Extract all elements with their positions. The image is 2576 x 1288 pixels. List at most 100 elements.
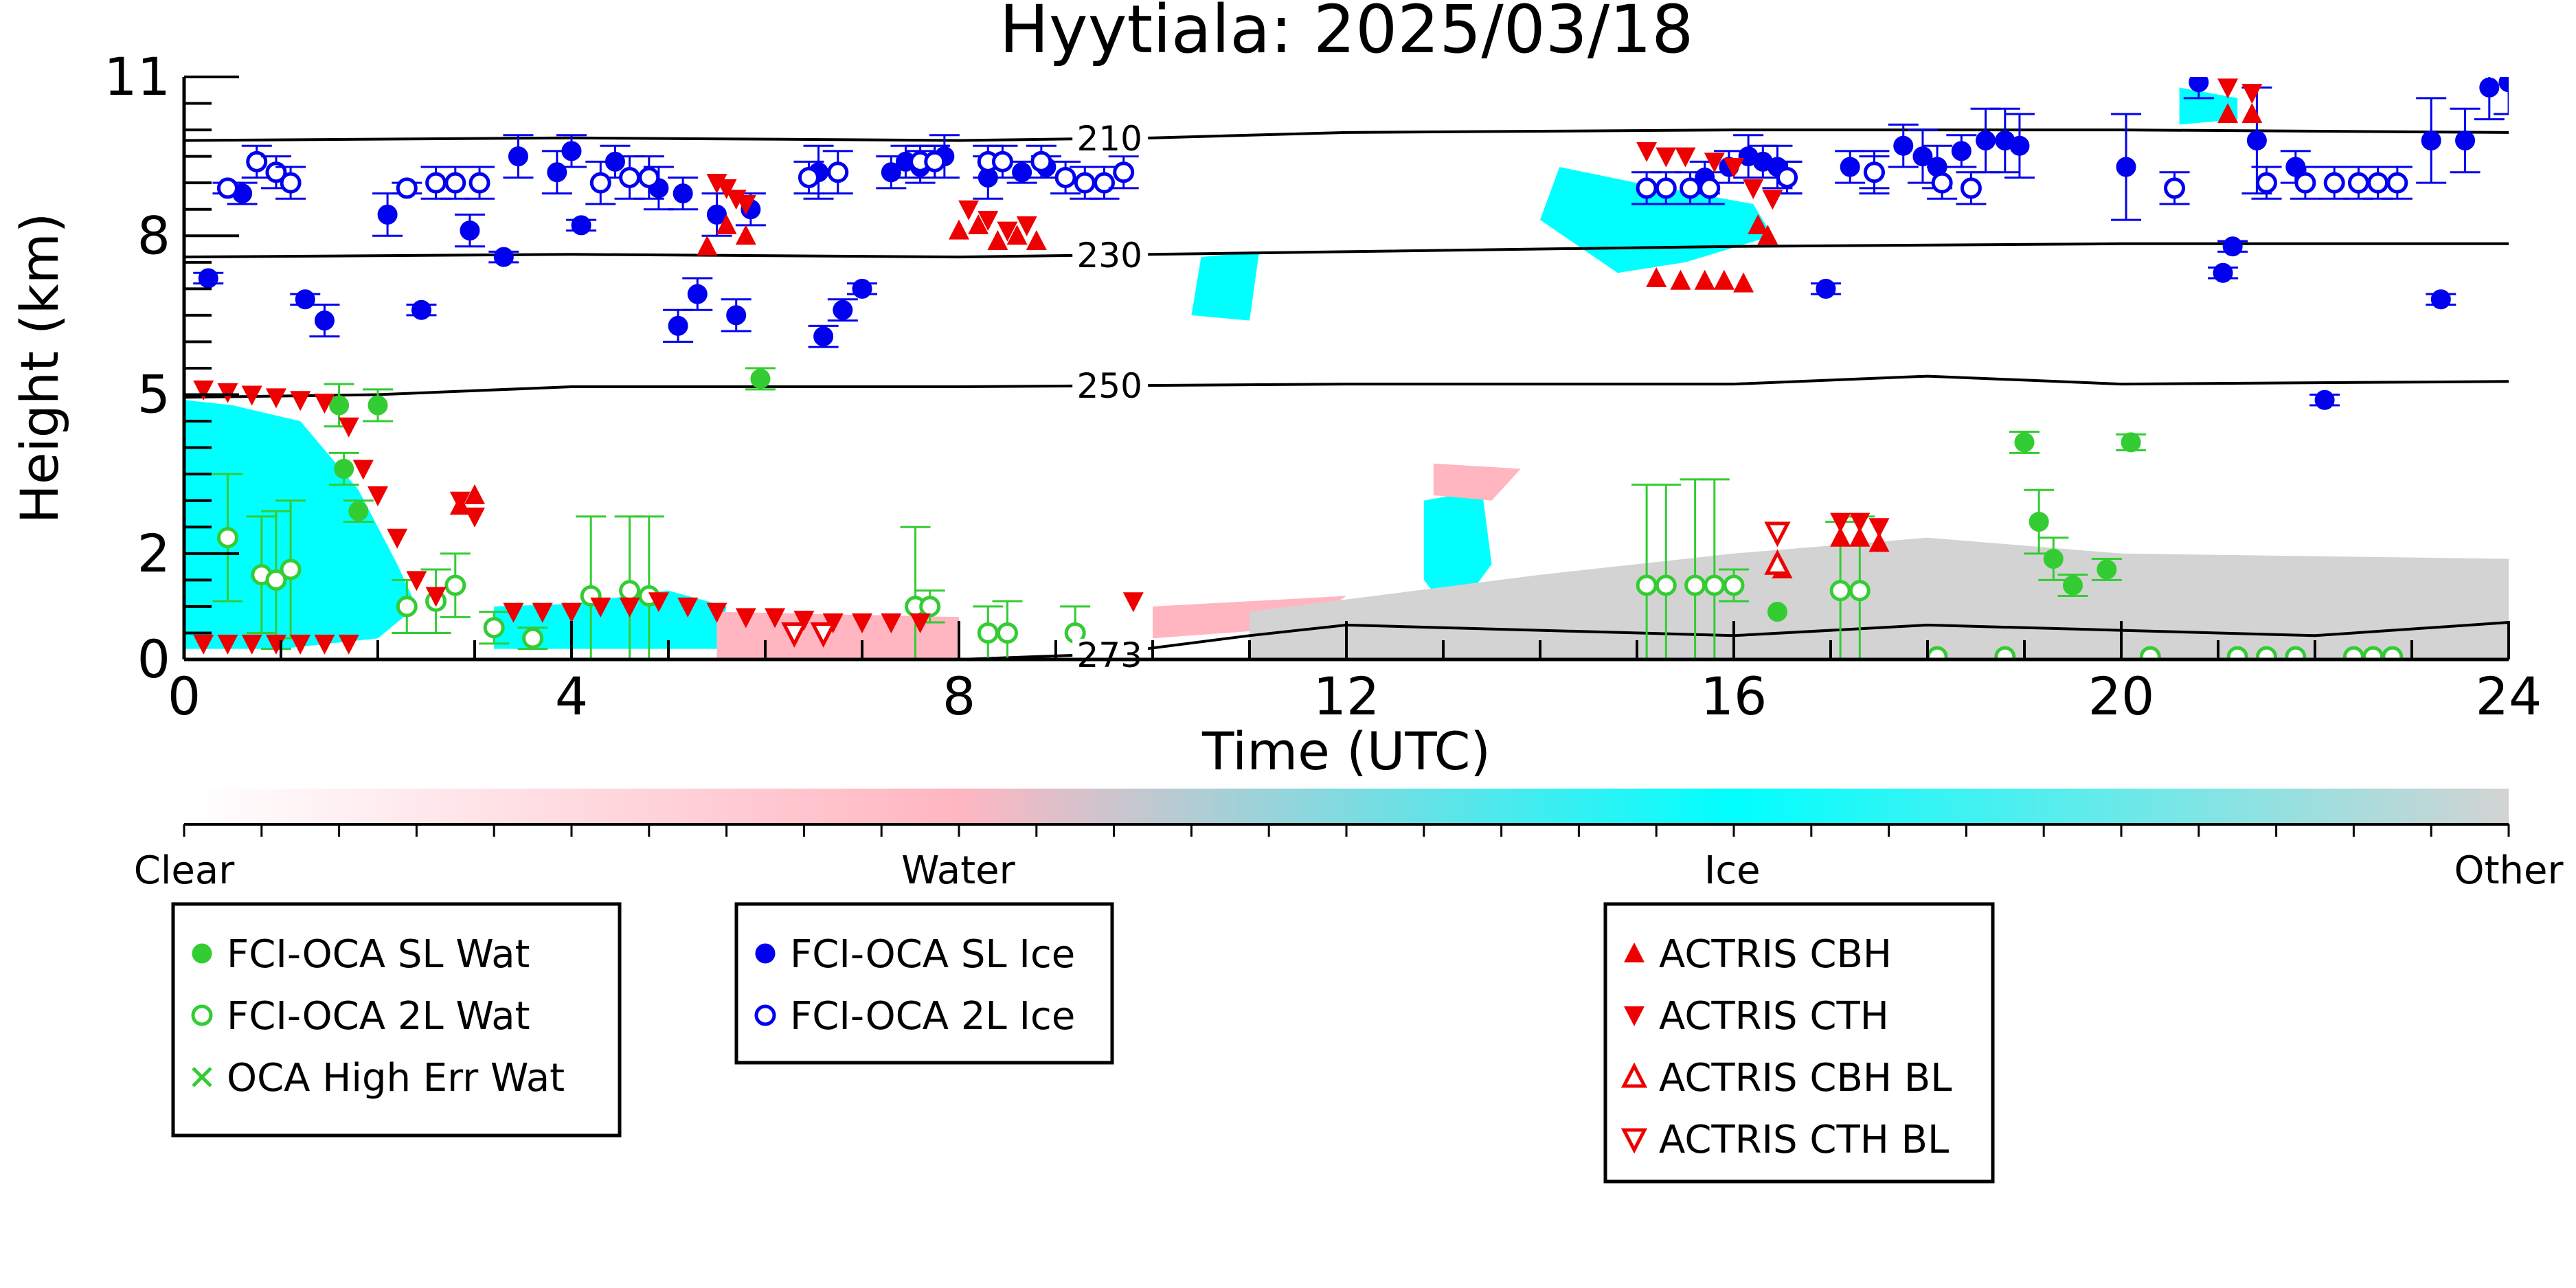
data-point: [1724, 158, 1744, 179]
data-point: [1764, 521, 1791, 547]
legend-frame: [1603, 902, 1995, 1184]
series-actris-cth-bl: [781, 521, 1791, 648]
data-point: [2285, 646, 2307, 659]
data-point: [716, 214, 737, 234]
data-point: [668, 315, 688, 336]
y-tick-label: 5: [137, 364, 170, 425]
data-point: [241, 634, 262, 655]
plot-area: [184, 61, 2576, 659]
data-point: [2479, 77, 2500, 98]
data-point: [532, 602, 553, 623]
data-point: [909, 613, 931, 634]
data-point: [1743, 179, 1764, 199]
data-point: [2043, 549, 2064, 569]
data-point: [619, 597, 640, 618]
data-point: [290, 634, 311, 655]
data-point: [280, 172, 302, 194]
data-point: [810, 622, 837, 648]
data-point: [735, 608, 756, 629]
data-point: [750, 368, 771, 389]
data-point: [334, 458, 354, 479]
data-point: [2347, 172, 2369, 194]
data-point: [2430, 289, 2451, 310]
legend-box-2: FCI-OCA SL Ice FCI-OCA 2L Ice: [734, 902, 1114, 1065]
data-point: [1699, 177, 1721, 199]
legend-item-label: ACTRIS CTH BL: [1659, 1118, 1949, 1162]
data-point: [2294, 172, 2316, 194]
data-point: [216, 177, 238, 199]
data-point: [813, 326, 834, 347]
data-point: [1723, 574, 1745, 596]
legend-marker: [1624, 1006, 1645, 1026]
data-point: [1680, 177, 1702, 199]
y-tick-label: 2: [137, 523, 170, 584]
data-point: [1868, 518, 1890, 539]
colorbar-label-ice: Ice: [1704, 848, 1761, 893]
data-point: [726, 305, 747, 326]
data-point: [958, 200, 980, 221]
data-point: [411, 300, 431, 320]
temperature-contours: [184, 128, 2509, 659]
data-point: [280, 558, 302, 580]
data-point: [968, 214, 989, 234]
colorbar-label-clear: Clear: [134, 848, 235, 893]
data-point: [1830, 526, 1851, 547]
data-point: [1994, 646, 2016, 659]
data-point: [1122, 592, 1144, 613]
data-point: [2386, 172, 2408, 194]
data-point: [1030, 150, 1052, 172]
contour-line-230: [184, 242, 2509, 259]
data-point: [387, 528, 408, 549]
data-point: [638, 166, 660, 188]
data-point: [735, 225, 756, 245]
data-point: [1646, 267, 1667, 287]
data-point: [314, 310, 335, 331]
data-point: [2189, 77, 2209, 93]
contour-label-230: 230: [1076, 236, 1142, 275]
error-bar: [2547, 61, 2576, 104]
series-fci-oca-2l-ice: [212, 144, 2413, 205]
data-point: [1757, 225, 1778, 245]
data-point: [396, 177, 418, 199]
data-point: [1054, 166, 1076, 188]
data-point: [852, 613, 872, 634]
cloud-region-ice: [184, 400, 417, 649]
contour-label-273: 273: [1076, 635, 1142, 675]
data-point: [216, 527, 238, 549]
contour-label-210: 210: [1076, 119, 1142, 159]
data-point: [368, 395, 388, 416]
series-fci-oca-sl-wat: [324, 367, 2147, 622]
data-point: [978, 211, 999, 231]
legend-marker: [1620, 1128, 1648, 1154]
data-point: [919, 596, 941, 618]
chart-title: Hyytiala: 2025/03/18: [999, 0, 1694, 68]
legend-marker: [1620, 1062, 1648, 1088]
data-point: [590, 597, 611, 618]
x-axis-label: Time (UTC): [1201, 721, 1491, 782]
data-point: [1655, 574, 1677, 596]
legend-marker: [754, 1004, 776, 1026]
data-point: [508, 146, 528, 167]
data-point: [1694, 269, 1715, 290]
contour-label-bg: [1072, 122, 1149, 156]
data-point: [493, 247, 514, 267]
data-point: [444, 574, 466, 596]
contour-label-bg: [1072, 638, 1149, 672]
data-point: [2164, 177, 2186, 199]
cloud-region-water: [716, 611, 959, 659]
data-point: [2314, 389, 2335, 410]
data-point: [997, 622, 1018, 644]
colorbar-label-water: Water: [901, 848, 1016, 893]
data-point: [949, 219, 969, 240]
data-point: [2241, 102, 2263, 123]
x-tick-label: 24: [2476, 666, 2542, 727]
data-point: [444, 172, 466, 194]
data-point: [2222, 236, 2243, 257]
data-point: [2421, 131, 2441, 151]
data-point: [449, 491, 471, 512]
legend-item-label: OCA High Err Wat: [227, 1056, 565, 1100]
data-point: [2217, 78, 2239, 99]
data-point: [265, 388, 286, 409]
data-point: [1829, 580, 1851, 602]
legend-frame: [171, 902, 622, 1138]
